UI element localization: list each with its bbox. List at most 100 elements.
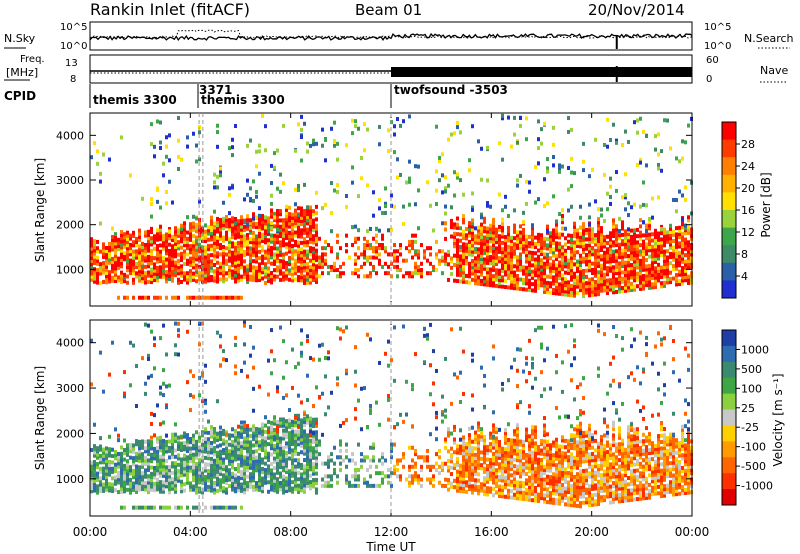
heatmap-cell	[204, 276, 207, 281]
heatmap-cell	[300, 485, 303, 490]
heatmap-cell	[312, 249, 315, 254]
heatmap-cell	[321, 258, 324, 263]
heatmap-cell	[144, 255, 147, 260]
heatmap-cell	[219, 437, 222, 442]
heatmap-cell	[513, 264, 516, 269]
heatmap-cell	[687, 246, 690, 251]
heatmap-cell	[543, 286, 546, 291]
heatmap-cell	[378, 458, 381, 463]
heatmap-cell	[456, 260, 459, 265]
heatmap-cell	[252, 408, 255, 413]
heatmap-cell	[387, 474, 390, 479]
heatmap-cell	[267, 269, 270, 274]
heatmap-cell	[219, 456, 222, 461]
heatmap-cell	[489, 261, 492, 266]
heatmap-cell	[237, 231, 240, 236]
heatmap-cell	[279, 259, 282, 264]
heatmap-cell	[606, 247, 609, 252]
heatmap-cell	[300, 222, 303, 227]
heatmap-cell	[663, 240, 666, 245]
heatmap-cell	[294, 271, 297, 276]
heatmap-cell	[480, 278, 483, 283]
heatmap-cell	[654, 235, 657, 240]
heatmap-cell	[219, 449, 222, 454]
heatmap-cell	[609, 184, 612, 189]
heatmap-cell	[189, 465, 192, 470]
heatmap-cell	[279, 417, 282, 422]
heatmap-cell	[189, 456, 192, 461]
heatmap-cell	[627, 288, 630, 293]
heatmap-cell	[147, 261, 150, 266]
heatmap-cell	[387, 397, 390, 402]
heatmap-cell	[138, 269, 141, 274]
heatmap-cell	[210, 275, 213, 280]
heatmap-cell	[336, 480, 339, 485]
heatmap-cell	[516, 261, 519, 266]
heatmap-cell	[636, 234, 639, 239]
heatmap-cell	[105, 484, 108, 489]
heatmap-cell	[435, 239, 438, 244]
heatmap-cell	[651, 285, 654, 290]
heatmap-cell	[192, 455, 195, 460]
heatmap-cell	[147, 353, 150, 358]
heatmap-cell	[249, 249, 252, 254]
heatmap-cell	[222, 219, 225, 224]
heatmap-cell	[306, 227, 309, 232]
heatmap-cell	[306, 449, 309, 454]
heatmap-cell	[294, 420, 297, 425]
heatmap-cell	[591, 286, 594, 291]
heatmap-cell	[459, 232, 462, 237]
heatmap-cell	[483, 248, 486, 253]
heatmap-cell	[300, 259, 303, 264]
heatmap-cell	[555, 282, 558, 287]
heatmap-cell	[174, 321, 177, 326]
heatmap-cell	[99, 221, 102, 226]
heatmap-cell	[477, 139, 480, 144]
heatmap-cell	[297, 265, 300, 270]
heatmap-cell	[588, 262, 591, 267]
heatmap-cell	[300, 434, 303, 439]
heatmap-cell	[291, 225, 294, 230]
heatmap-cell	[171, 253, 174, 258]
heatmap-cell	[213, 471, 216, 476]
heatmap-cell	[126, 252, 129, 257]
heatmap-cell	[297, 221, 300, 226]
heatmap-cell	[240, 249, 243, 254]
heatmap-cell	[315, 442, 318, 447]
heatmap-cell	[570, 258, 573, 263]
heatmap-cell	[246, 436, 249, 441]
heatmap-cell	[192, 249, 195, 254]
heatmap-cell	[552, 237, 555, 242]
heatmap-cell	[270, 452, 273, 457]
heatmap-cell	[600, 235, 603, 240]
heatmap-cell	[384, 204, 387, 209]
heatmap-cell	[282, 484, 285, 489]
heatmap-cell	[627, 201, 630, 206]
heatmap-cell	[150, 251, 153, 256]
heatmap-cell	[147, 464, 150, 469]
heatmap-cell	[210, 215, 213, 220]
heatmap-cell	[243, 464, 246, 469]
heatmap-cell	[564, 251, 567, 256]
heatmap-cell	[135, 249, 138, 254]
heatmap-cell	[270, 280, 273, 285]
heatmap-cell	[471, 259, 474, 264]
heatmap-cell	[201, 449, 204, 454]
heatmap-cell	[270, 271, 273, 276]
heatmap-cell	[249, 262, 252, 267]
heatmap-cell	[234, 489, 237, 494]
heatmap-cell	[183, 227, 186, 232]
heatmap-cell	[603, 263, 606, 268]
heatmap-cell	[153, 505, 156, 510]
heatmap-cell	[684, 243, 687, 248]
heatmap-cell	[252, 459, 255, 464]
heatmap-cell	[552, 269, 555, 274]
heatmap-cell	[258, 262, 261, 267]
heatmap-cell	[102, 389, 105, 394]
heatmap-cell	[633, 262, 636, 267]
heatmap-cell	[294, 187, 297, 192]
heatmap-cell	[534, 282, 537, 287]
heatmap-cell	[540, 141, 543, 146]
heatmap-cell	[570, 261, 573, 266]
heatmap-cell	[327, 243, 330, 248]
